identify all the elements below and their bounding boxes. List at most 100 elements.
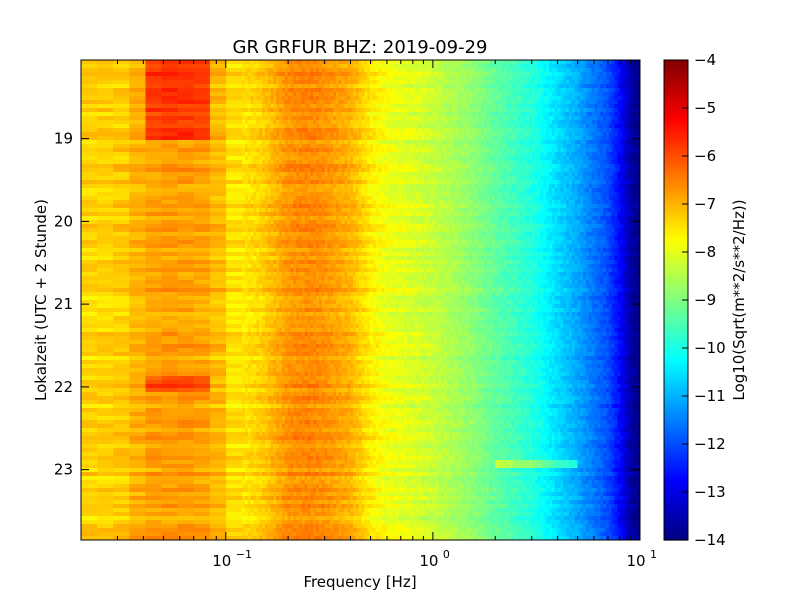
heatmap-cell [418, 96, 422, 101]
heatmap-cell [429, 76, 434, 81]
heatmap-cell [129, 80, 147, 85]
heatmap-cell [226, 144, 243, 149]
heatmap-cell [415, 80, 419, 85]
heatmap-cell [449, 72, 454, 77]
heatmap-cell [634, 80, 638, 85]
heatmap-cell [557, 104, 562, 109]
heatmap-cell [352, 88, 357, 93]
heatmap-cell [489, 84, 493, 89]
heatmap-cell [361, 88, 365, 93]
heatmap-cell [460, 68, 465, 73]
heatmap-cell [113, 60, 130, 65]
heatmap-cell [495, 80, 499, 85]
heatmap-cell [318, 60, 323, 65]
heatmap-cell [293, 96, 297, 101]
heatmap-cell [452, 100, 456, 105]
heatmap-cell [441, 92, 445, 97]
heatmap-cell [406, 92, 411, 97]
heatmap-cell [628, 80, 633, 85]
heatmap-cell [256, 104, 260, 109]
heatmap-cell [81, 168, 98, 173]
heatmap-cell [517, 72, 522, 77]
heatmap-cell [364, 76, 368, 81]
heatmap-cell [480, 76, 485, 81]
heatmap-cell [193, 132, 211, 137]
heatmap-cell [276, 76, 280, 81]
heatmap-cell [401, 104, 405, 109]
heatmap-cell [313, 104, 317, 109]
heatmap-cell [284, 84, 289, 89]
heatmap-cell [514, 76, 519, 81]
heatmap-cell [304, 88, 309, 93]
heatmap-cell [177, 172, 195, 177]
heatmap-cell [209, 84, 227, 89]
heatmap-cell [563, 100, 567, 105]
heatmap-cell [209, 144, 227, 149]
heatmap-cell [316, 96, 320, 101]
heatmap-cell [594, 72, 598, 77]
heatmap-cell [443, 96, 448, 101]
heatmap-cell [460, 80, 465, 85]
heatmap-cell [253, 84, 257, 89]
heatmap-cell [97, 132, 114, 137]
heatmap-cell [304, 104, 309, 109]
heatmap-cell [460, 84, 465, 89]
heatmap-cell [389, 72, 394, 77]
heatmap-cell [580, 76, 584, 81]
heatmap-cell [307, 96, 311, 101]
heatmap-cell [478, 68, 482, 73]
heatmap-cell [458, 76, 462, 81]
heatmap-cell [543, 100, 547, 105]
heatmap-cell [299, 104, 303, 109]
heatmap-cell [435, 72, 439, 77]
heatmap-cell [466, 68, 471, 73]
heatmap-cell [537, 72, 542, 77]
heatmap-cell [495, 88, 499, 93]
heatmap-cell [293, 88, 297, 93]
heatmap-cell [270, 84, 275, 89]
heatmap-cell [264, 104, 269, 109]
heatmap-cell [594, 96, 598, 101]
heatmap-cell [145, 96, 163, 101]
heatmap-cell [226, 92, 243, 97]
heatmap-cell [406, 96, 411, 101]
heatmap-cell [551, 88, 556, 93]
heatmap-cell [625, 68, 630, 73]
heatmap-cell [313, 68, 317, 73]
heatmap-cell [603, 80, 607, 85]
heatmap-cell [406, 104, 411, 109]
heatmap-cell [480, 88, 485, 93]
heatmap-cell [418, 76, 422, 81]
heatmap-cell [460, 104, 465, 109]
heatmap-cell [586, 92, 590, 97]
heatmap-cell [145, 176, 163, 181]
heatmap-cell [424, 104, 428, 109]
heatmap-cell [424, 60, 428, 65]
heatmap-cell [583, 76, 587, 81]
heatmap-cell [421, 68, 425, 73]
heatmap-cell [523, 72, 527, 77]
heatmap-cell [628, 96, 633, 101]
heatmap-cell [492, 72, 496, 77]
heatmap-cell [307, 68, 311, 73]
heatmap-cell [193, 84, 211, 89]
heatmap-cell [347, 76, 351, 81]
heatmap-cell [301, 88, 306, 93]
heatmap-cell [193, 164, 211, 169]
heatmap-cell [341, 100, 346, 105]
heatmap-cell [446, 100, 451, 105]
heatmap-cell [284, 60, 289, 65]
heatmap-cell [145, 124, 163, 129]
heatmap-cell [551, 92, 556, 97]
heatmap-cell [264, 88, 269, 93]
heatmap-cell [281, 84, 286, 89]
heatmap-cell [97, 136, 114, 141]
heatmap-cell [161, 88, 179, 93]
heatmap-cell [588, 96, 593, 101]
heatmap-cell [469, 84, 473, 89]
heatmap-cell [145, 84, 163, 89]
heatmap-cell [287, 100, 292, 105]
heatmap-cell [475, 80, 479, 85]
heatmap-cell [526, 80, 530, 85]
heatmap-cell [250, 64, 255, 69]
